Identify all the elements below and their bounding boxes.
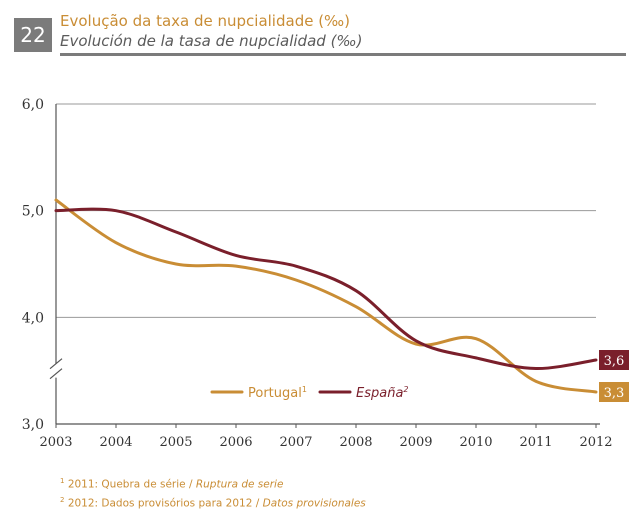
footnotes: 1 2011: Quebra de série / Ruptura de ser…	[60, 474, 366, 511]
x-tick-label: 2012	[579, 435, 612, 450]
footnote-text-pt: 2012: Dados provisórios para 2012	[67, 497, 253, 509]
header-rule	[60, 53, 626, 56]
end-value-labels: 3,3 3,6	[599, 350, 629, 402]
y-tick-label: 4,0	[22, 310, 44, 326]
end-label-españa: 3,6	[604, 354, 625, 369]
x-tick-label: 2005	[159, 435, 192, 450]
footnote-mark: 2	[60, 495, 65, 504]
end-label-box	[599, 382, 629, 402]
footnote-separator: /	[185, 478, 196, 491]
end-label-box	[599, 350, 629, 370]
x-tick-label: 2006	[219, 435, 252, 450]
x-tick-label: 2004	[99, 435, 132, 450]
series-lines	[54, 198, 598, 394]
x-tick-labels: 2003 2004 2005 2006 2007 2008 2009 2010 2011 2012	[39, 435, 612, 450]
x-tick-label: 2010	[459, 435, 492, 450]
y-tick-label: 6,0	[22, 97, 44, 113]
y-tick-label: 5,0	[22, 204, 44, 220]
footnote-separator: /	[252, 497, 263, 509]
x-tick-label: 2007	[279, 435, 312, 450]
legend-label-españa: España2	[356, 385, 409, 401]
footnote-text-es: Ruptura de serie	[195, 478, 284, 491]
x-tick-label: 2011	[519, 435, 552, 450]
footnote-2: 2 2012: Dados provisórios para 2012 / Da…	[60, 493, 366, 512]
series-line-españa	[54, 207, 598, 371]
y-tick-labels: 3,0 4,0 5,0 6,0	[22, 97, 44, 433]
gridlines	[56, 103, 596, 318]
footnote-mark: 1	[60, 477, 65, 485]
axis-break-mark	[49, 368, 63, 380]
footnote-text-pt: 2011: Quebra de série	[67, 478, 186, 491]
series-line-portugal	[54, 198, 598, 394]
axis-break-mark	[49, 358, 63, 370]
legend-label-portugal: Portugal1	[248, 385, 307, 401]
chart-title-portuguese: Evolução da taxa de nupcialidade (‰)	[60, 12, 351, 30]
x-tick-label: 2008	[339, 435, 372, 450]
legend: Portugal1 España2	[210, 385, 409, 401]
chart-header: 22 Evolução da taxa de nupcialidade (‰) …	[14, 10, 626, 56]
footnote-1: 1 2011: Quebra de série / Ruptura de ser…	[60, 474, 366, 493]
chart-number-badge: 22	[14, 18, 52, 52]
chart-title-spanish: Evolución de la tasa de nupcialidad (‰)	[60, 32, 363, 50]
x-tick-label: 2003	[39, 435, 72, 450]
x-tick-label: 2009	[399, 435, 432, 450]
end-label-portugal: 3,3	[604, 386, 625, 401]
footnote-text-es: Datos provisionales	[262, 497, 366, 509]
y-tick-label: 3,0	[22, 417, 44, 433]
axes	[49, 104, 600, 428]
axis-break-gap	[50, 363, 62, 378]
